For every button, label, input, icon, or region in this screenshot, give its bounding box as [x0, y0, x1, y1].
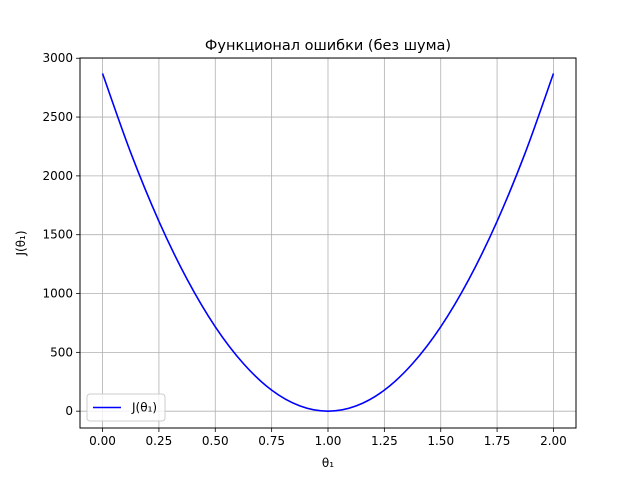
x-tick-label: 1.50: [427, 434, 454, 448]
series-line: [101, 73, 555, 412]
x-tick-label: 1.75: [484, 434, 511, 448]
x-axis: 0.00 0.25 0.50 0.75 1.00 1.25 1.50 1.75 2.00: [89, 428, 567, 448]
x-tick-label: 0.25: [146, 434, 173, 448]
x-tick-label: 0.50: [202, 434, 229, 448]
x-axis-label: θ₁: [322, 456, 334, 470]
chart-title: Функционал ошибки (без шума): [205, 38, 451, 54]
y-tick-label: 0: [65, 404, 73, 418]
y-tick-label: 1500: [42, 228, 73, 242]
x-tick-label: 2.00: [540, 434, 567, 448]
x-tick-label: 0.75: [258, 434, 285, 448]
legend-label: J(θ₁): [131, 401, 157, 415]
legend: J(θ₁): [86, 393, 166, 422]
y-axis: 0 500 1000 1500 2000 2500 3000: [42, 51, 80, 418]
y-tick-label: 2500: [42, 110, 73, 124]
y-tick-label: 2000: [42, 169, 73, 183]
x-tick-label: 1.00: [315, 434, 342, 448]
y-tick-label: 1000: [42, 287, 73, 301]
y-tick-label: 500: [50, 345, 73, 359]
legend-box: [86, 393, 166, 422]
y-tick-label: 3000: [42, 51, 73, 65]
x-tick-label: 0.00: [89, 434, 116, 448]
y-axis-label: J(θ₁): [14, 230, 28, 256]
series-layer: [101, 73, 555, 412]
x-tick-label: 1.25: [371, 434, 398, 448]
